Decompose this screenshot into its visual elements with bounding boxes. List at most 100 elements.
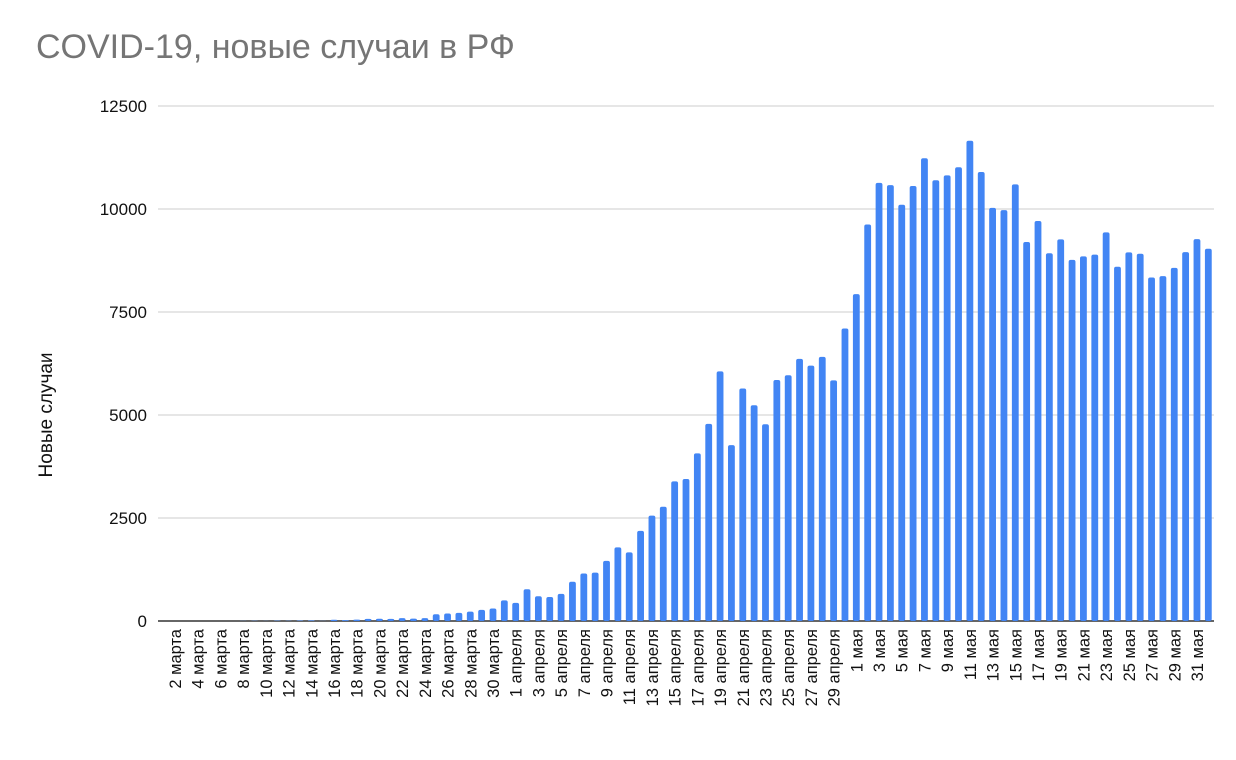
x-tick-label: 30 марта xyxy=(485,628,503,698)
x-tick-label: 7 апреля xyxy=(576,629,594,697)
bar xyxy=(830,380,838,621)
bar xyxy=(659,506,667,621)
x-tick-label: 27 апреля xyxy=(803,629,821,706)
bar xyxy=(1000,210,1008,621)
x-tick-label: 22 марта xyxy=(394,628,412,698)
bar xyxy=(1204,248,1212,621)
x-tick-label: 19 мая xyxy=(1053,629,1071,681)
x-tick-label: 11 апреля xyxy=(621,629,639,705)
x-tick-label: 23 апреля xyxy=(757,629,775,706)
bar xyxy=(591,572,599,621)
bar xyxy=(512,602,520,621)
x-tick-label: 4 марта xyxy=(190,628,208,688)
x-tick-label: 3 мая xyxy=(871,629,889,672)
x-tick-label: 26 марта xyxy=(440,628,458,698)
y-axis-ticks: 0 2500 5000 7500 10000 12500 xyxy=(100,97,147,631)
bar xyxy=(364,618,372,621)
bar xyxy=(523,589,531,621)
x-tick-label: 14 марта xyxy=(303,628,321,698)
bar xyxy=(466,611,474,621)
x-tick-label: 12 марта xyxy=(281,628,299,698)
x-tick-label: 1 мая xyxy=(848,629,866,672)
bar xyxy=(1068,259,1076,621)
bar xyxy=(387,618,395,621)
bar xyxy=(376,618,383,621)
bar xyxy=(784,375,792,621)
x-tick-label: 28 марта xyxy=(462,628,480,698)
x-tick-label: 25 мая xyxy=(1121,629,1139,681)
x-tick-label: 18 марта xyxy=(349,628,367,698)
x-tick-label: 10 марта xyxy=(258,628,276,698)
bar xyxy=(478,609,486,621)
x-tick-label: 29 апреля xyxy=(826,629,844,706)
bar xyxy=(943,175,951,621)
bar xyxy=(353,619,361,621)
bar xyxy=(989,207,996,621)
x-tick-label: 16 марта xyxy=(326,628,344,698)
bar xyxy=(966,140,974,621)
bar xyxy=(500,600,508,621)
bar xyxy=(739,388,747,621)
bar xyxy=(455,612,463,621)
bar xyxy=(341,620,349,621)
bar xyxy=(398,618,406,621)
bar xyxy=(909,185,917,622)
x-tick-label: 23 мая xyxy=(1098,629,1116,681)
bar xyxy=(603,560,610,621)
bar xyxy=(534,596,542,621)
x-tick-label: 3 апреля xyxy=(530,629,548,697)
x-tick-label: 19 апреля xyxy=(712,629,730,706)
x-tick-label: 8 марта xyxy=(235,628,253,688)
bar xyxy=(580,573,588,621)
bar xyxy=(898,204,906,621)
bar xyxy=(1102,232,1110,621)
x-tick-label: 31 мая xyxy=(1189,629,1207,681)
x-tick-label: 6 марта xyxy=(212,628,230,688)
y-tick-label: 2500 xyxy=(109,509,147,528)
bar xyxy=(705,423,713,621)
x-tick-label: 21 мая xyxy=(1075,629,1093,681)
bar xyxy=(773,380,781,621)
bars xyxy=(171,140,1212,622)
bar xyxy=(750,405,758,621)
bar xyxy=(569,581,576,621)
bar xyxy=(1159,276,1167,621)
x-tick-label: 21 апреля xyxy=(735,629,753,706)
y-tick-label: 12500 xyxy=(100,97,147,116)
bar xyxy=(625,552,633,621)
bar xyxy=(410,618,417,621)
bar xyxy=(875,182,883,621)
x-tick-label: 15 мая xyxy=(1007,629,1025,681)
bar xyxy=(977,171,985,622)
bar xyxy=(444,613,451,621)
x-tick-label: 25 апреля xyxy=(780,629,798,706)
chart-title: COVID-19, новые случаи в РФ xyxy=(36,28,515,66)
x-tick-label: 9 апреля xyxy=(599,629,617,697)
bar xyxy=(614,547,622,621)
bar xyxy=(1125,252,1133,621)
bar xyxy=(1091,254,1099,621)
x-tick-label: 7 мая xyxy=(916,629,934,672)
bar xyxy=(1080,256,1087,621)
x-tick-label: 17 апреля xyxy=(689,629,707,706)
bar xyxy=(1182,252,1190,621)
x-tick-label: 9 мая xyxy=(939,629,957,672)
bar xyxy=(796,358,803,621)
bar xyxy=(728,445,735,621)
x-tick-label: 29 мая xyxy=(1166,629,1184,681)
bar xyxy=(546,597,554,621)
x-tick-label: 13 мая xyxy=(985,629,1003,681)
bar xyxy=(1057,239,1065,622)
bar xyxy=(432,614,440,621)
bar xyxy=(648,515,656,621)
bar xyxy=(330,619,338,621)
bar xyxy=(807,365,815,621)
bar xyxy=(1034,220,1042,621)
bar xyxy=(693,453,701,621)
bar xyxy=(955,167,962,621)
y-axis-label: Новые случаи xyxy=(36,352,57,477)
y-tick-label: 7500 xyxy=(109,303,147,322)
bar xyxy=(307,620,315,621)
y-tick-label: 10000 xyxy=(100,200,147,219)
